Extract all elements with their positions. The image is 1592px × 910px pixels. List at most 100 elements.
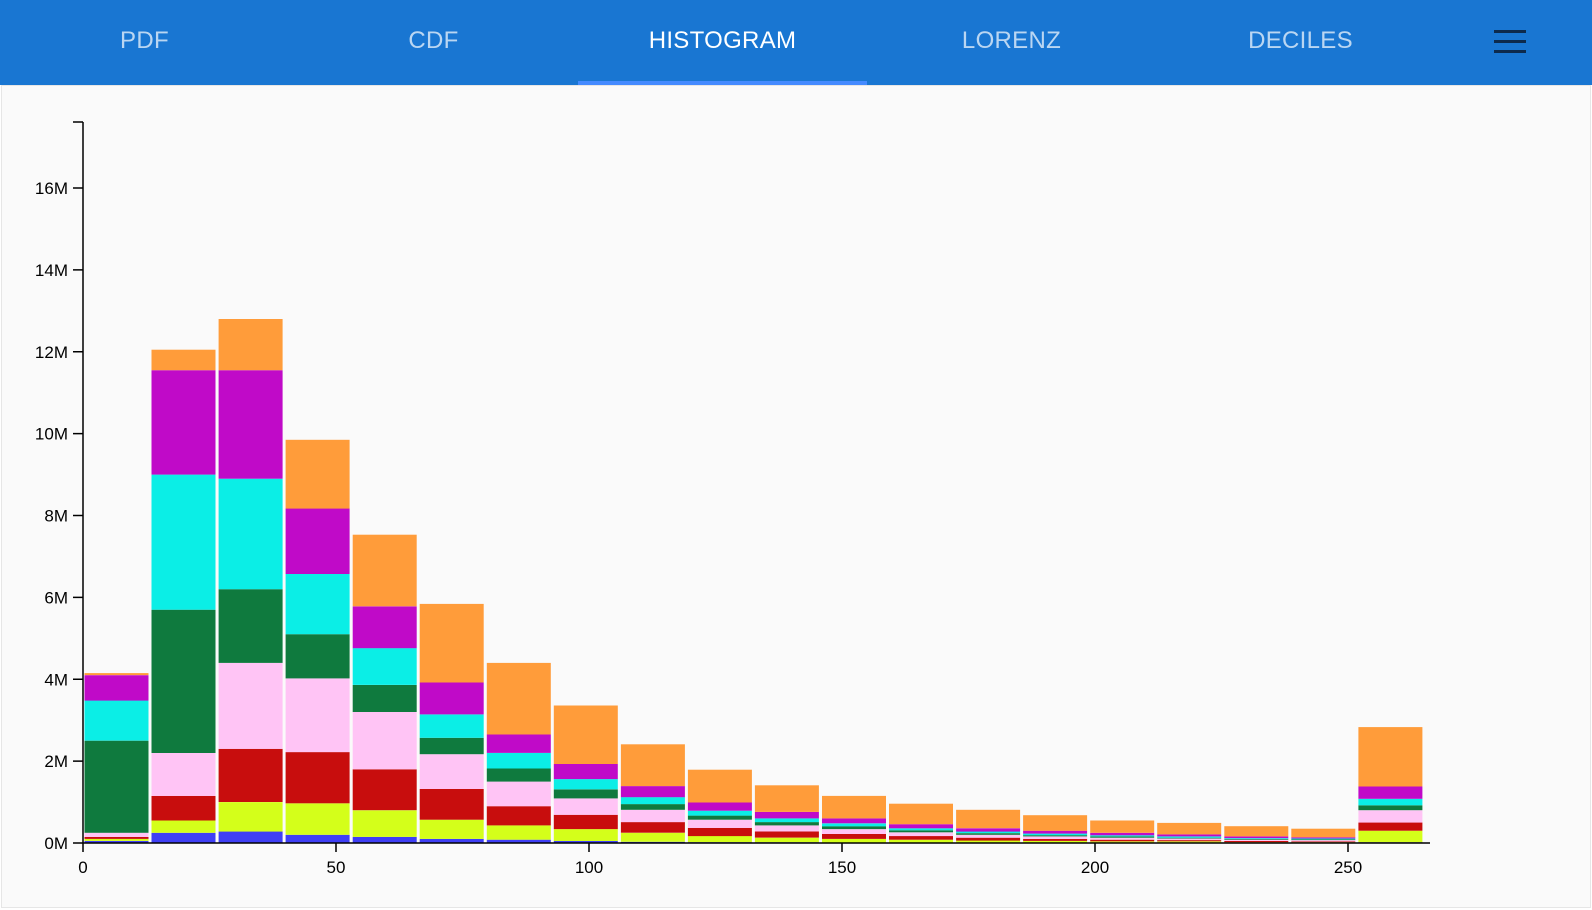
y-tick-label: 2M — [44, 752, 68, 771]
bar-segment — [553, 705, 618, 764]
bar-segment — [84, 832, 149, 837]
bar-segment — [1291, 838, 1356, 840]
bar-segment — [419, 603, 484, 683]
bar-segment — [889, 839, 953, 843]
y-tick-label: 10M — [35, 425, 68, 444]
bar-segment — [486, 662, 551, 735]
bar-segment — [889, 836, 953, 840]
bar-segment — [84, 836, 149, 839]
bar-segment — [1090, 835, 1155, 837]
bar-segment — [352, 810, 417, 837]
bar-segment — [1224, 839, 1289, 841]
bar-segment — [285, 834, 350, 843]
bar-segment — [1023, 838, 1088, 841]
bar-segment — [1224, 841, 1289, 843]
bar-segment — [218, 589, 283, 663]
tab-pdf[interactable]: PDF — [120, 27, 169, 54]
bar-segment — [1090, 836, 1155, 838]
bar-segment — [553, 829, 618, 841]
bar-segment — [84, 675, 149, 701]
bars-layer — [84, 319, 1423, 843]
bar-segment — [352, 769, 417, 811]
x-tick-label: 0 — [78, 858, 87, 877]
bar-segment — [352, 836, 417, 843]
bar-segment — [151, 795, 216, 821]
bar-segment — [687, 819, 752, 828]
bar-segment — [285, 439, 350, 509]
bar-segment — [285, 508, 350, 574]
bar-segment — [889, 830, 953, 833]
bar-segment — [822, 818, 886, 824]
bar-segment — [1090, 832, 1155, 836]
bar-segment — [1224, 836, 1289, 839]
bar-segment — [553, 841, 618, 843]
bar-segment — [1157, 841, 1222, 843]
bar-segment — [620, 797, 685, 805]
bar-segment — [822, 826, 886, 830]
bar-segment — [486, 839, 551, 843]
active-tab-indicator — [578, 81, 867, 85]
y-tick-label: 4M — [44, 670, 68, 689]
y-tick-label: 12M — [35, 343, 68, 362]
bar-segment — [419, 789, 484, 820]
y-tick-label: 8M — [44, 507, 68, 526]
bar-segment — [754, 837, 819, 843]
bar-segment — [889, 803, 953, 825]
bar-segment — [620, 822, 685, 833]
menu-button[interactable] — [1490, 22, 1530, 62]
bar-segment — [956, 809, 1021, 829]
bar-segment — [486, 825, 551, 840]
x-tick-label: 100 — [575, 858, 603, 877]
bar-segment — [151, 752, 216, 796]
bar-segment — [151, 474, 216, 610]
tab-cdf[interactable]: CDF — [408, 27, 459, 54]
bar-segment — [687, 815, 752, 820]
bar-segment — [151, 370, 216, 475]
bar-segment — [151, 609, 216, 753]
bar-segment — [352, 648, 417, 685]
bar-segment — [620, 744, 685, 787]
bar-segment — [1157, 834, 1222, 837]
bar-segment — [1291, 841, 1356, 843]
bar-segment — [1358, 727, 1423, 787]
bar-segment — [1090, 841, 1155, 843]
bar-segment — [1090, 820, 1155, 833]
bar-segment — [151, 820, 216, 833]
bar-segment — [687, 769, 752, 803]
bar-segment — [1291, 839, 1356, 841]
bar-segment — [1358, 805, 1423, 811]
bar-segment — [84, 700, 149, 741]
bar-segment — [1358, 830, 1423, 843]
bar-segment — [218, 478, 283, 590]
bar-segment — [1224, 838, 1289, 840]
bar-segment — [822, 795, 886, 819]
app-bar: PDF CDF HISTOGRAM LORENZ DECILES — [0, 0, 1592, 85]
x-tick-label: 50 — [327, 858, 346, 877]
bar-segment — [956, 831, 1021, 834]
bar-segment — [285, 803, 350, 835]
axes-layer: 0M 2M 4M 6M 8M 10M 12M 14M 16M 0 50 100 150 200 250 — [35, 121, 1430, 877]
bar-segment — [218, 802, 283, 832]
bar-segment — [553, 814, 618, 830]
bar-segment — [956, 837, 1021, 841]
bar-segment — [1358, 786, 1423, 799]
bar-segment — [687, 827, 752, 837]
bar-segment — [754, 785, 819, 812]
bar-segment — [1157, 840, 1222, 842]
bar-segment — [1358, 798, 1423, 806]
bar-segment — [1291, 840, 1356, 842]
tab-deciles[interactable]: DECILES — [1248, 27, 1353, 54]
bar-segment — [1023, 836, 1088, 839]
bar-segment — [687, 836, 752, 843]
bar-segment — [1358, 810, 1423, 823]
tab-lorenz[interactable]: LORENZ — [961, 27, 1062, 54]
bar-segment — [285, 574, 350, 635]
x-tick-label: 150 — [828, 858, 856, 877]
bar-segment — [352, 606, 417, 649]
bar-segment — [218, 370, 283, 479]
bar-segment — [1023, 841, 1088, 843]
bar-segment — [84, 673, 149, 676]
tab-histogram[interactable]: HISTOGRAM — [648, 27, 797, 54]
bar-segment — [218, 319, 283, 371]
bar-segment — [553, 798, 618, 815]
